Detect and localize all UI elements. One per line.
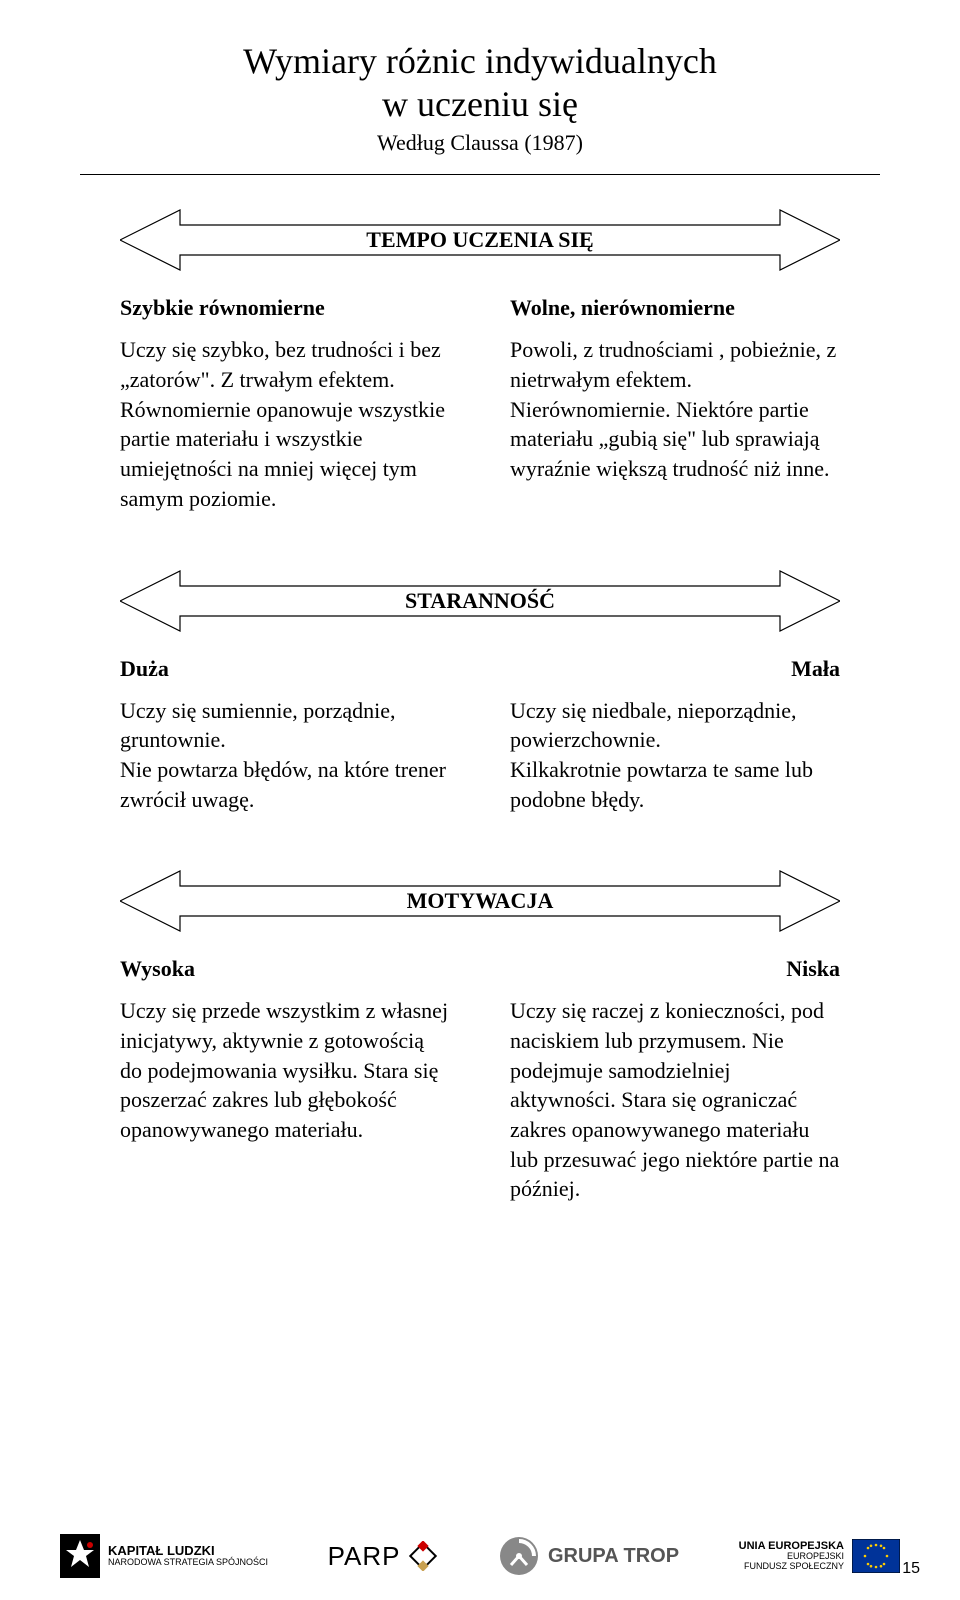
col-right: Niska Uczy się raczej z konieczności, po… (510, 956, 840, 1204)
col-right: Wolne, nierównomierne Powoli, z trudnośc… (510, 295, 840, 513)
left-body: Uczy się szybko, bez trudności i bez „za… (120, 335, 450, 513)
eu-flag-icon (852, 1539, 900, 1573)
logo-unia-europejska: UNIA EUROPEJSKA EUROPEJSKI FUNDUSZ SPOŁE… (739, 1539, 900, 1573)
title-line-2: w uczeniu się (80, 83, 880, 126)
logo-grupa-trop: GRUPA TROP (498, 1535, 679, 1577)
arrow-label-motywacja: MOTYWACJA (407, 888, 554, 914)
grupa-trop-icon (498, 1535, 540, 1577)
kapital-star-icon (60, 1534, 100, 1578)
footer: KAPITAŁ LUDZKI NARODOWA STRATEGIA SPÓJNO… (60, 1534, 900, 1578)
title-block: Wymiary różnic indywidualnych w uczeniu … (80, 40, 880, 156)
kapital-text: KAPITAŁ LUDZKI NARODOWA STRATEGIA SPÓJNO… (108, 1544, 268, 1567)
arrow-tempo: TEMPO UCZENIA SIĘ (120, 205, 840, 275)
col-left: Szybkie równomierne Uczy się szybko, bez… (120, 295, 450, 513)
logo-kapital-ludzki: KAPITAŁ LUDZKI NARODOWA STRATEGIA SPÓJNO… (60, 1534, 268, 1578)
arrow-starannosc: STARANNOŚĆ (120, 566, 840, 636)
page-number: 15 (902, 1560, 920, 1578)
right-body: Uczy się niedbale, nieporządnie, powierz… (510, 696, 840, 815)
col-left: Wysoka Uczy się przede wszystkim z własn… (120, 956, 450, 1204)
right-head: Niska (510, 956, 840, 982)
title-line-1: Wymiary różnic indywidualnych (80, 40, 880, 83)
arrow-motywacja: MOTYWACJA (120, 866, 840, 936)
left-body: Uczy się sumiennie, porządnie, gruntowni… (120, 696, 450, 815)
section-tempo: Szybkie równomierne Uczy się szybko, bez… (120, 295, 840, 513)
col-left: Duża Uczy się sumiennie, porządnie, grun… (120, 656, 450, 815)
right-body: Powoli, z trudnościami , pobieżnie, z ni… (510, 335, 840, 483)
logo-parp: PARP (328, 1541, 439, 1572)
section-motywacja: Wysoka Uczy się przede wszystkim z własn… (120, 956, 840, 1204)
eu-text: UNIA EUROPEJSKA EUROPEJSKI FUNDUSZ SPOŁE… (739, 1541, 844, 1571)
right-body: Uczy się raczej z konieczności, pod naci… (510, 996, 840, 1204)
left-head: Szybkie równomierne (120, 295, 450, 321)
subtitle: Według Claussa (1987) (80, 130, 880, 156)
left-head: Wysoka (120, 956, 450, 982)
left-body: Uczy się przede wszystkim z własnej inic… (120, 996, 450, 1144)
col-right: Mała Uczy się niedbale, nieporządnie, po… (510, 656, 840, 815)
right-head: Wolne, nierównomierne (510, 295, 840, 321)
left-head: Duża (120, 656, 450, 682)
title-rule (80, 174, 880, 175)
arrow-label-tempo: TEMPO UCZENIA SIĘ (366, 227, 593, 253)
parp-diamond-icon (408, 1541, 438, 1571)
arrow-label-starannosc: STARANNOŚĆ (405, 588, 555, 614)
right-head: Mała (510, 656, 840, 682)
section-starannosc: Duża Uczy się sumiennie, porządnie, grun… (120, 656, 840, 815)
